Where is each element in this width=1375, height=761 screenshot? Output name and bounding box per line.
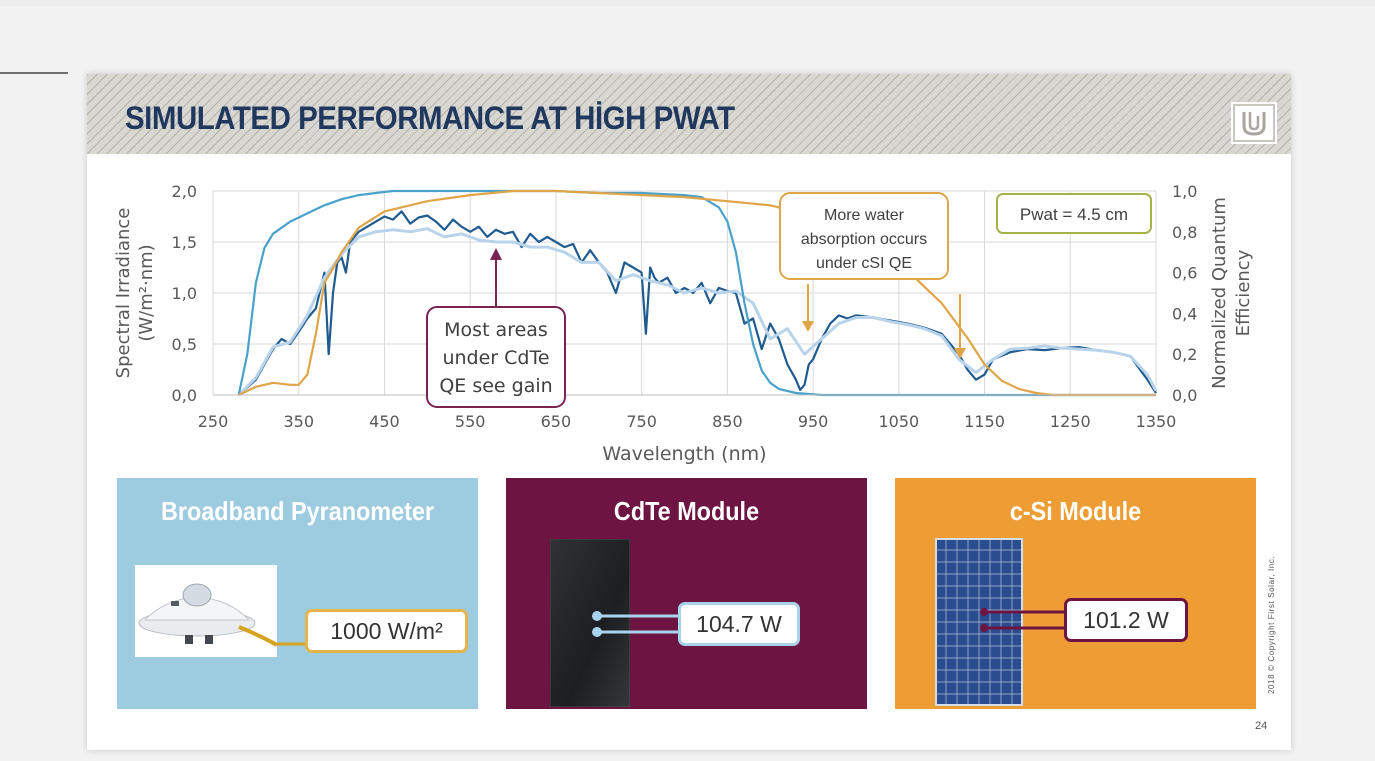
chart-series <box>237 189 1158 397</box>
cdte-module-image <box>550 539 630 707</box>
csi-panel-title: c-Si Module <box>1009 496 1142 526</box>
x-tick-label: 1050 <box>878 412 919 431</box>
y-left-tick-label: 0,5 <box>172 335 197 354</box>
y-right-tick-label: 0,0 <box>1172 386 1197 405</box>
csi-module-image <box>935 538 1023 706</box>
y-left-tick-label: 1,0 <box>172 284 197 303</box>
x-tick-label: 650 <box>541 412 572 431</box>
annotation-text-water: absorption occurs <box>801 231 927 248</box>
cdte-value: 104.7 W <box>678 602 800 646</box>
x-axis-title: Wavelength (nm) <box>602 443 766 465</box>
chart-axes: 250 350 450 550 650 750 850 950 1050 1150 1250 1350… <box>113 182 1254 465</box>
x-tick-label: 550 <box>455 412 486 431</box>
pyranometer-value: 1000 W/m² <box>305 609 468 653</box>
y-left-tick-label: 2,0 <box>172 182 197 201</box>
page-number: 24 <box>1255 720 1268 732</box>
annotation-box-cdte <box>426 306 566 408</box>
annotation-arrowhead-water-2 <box>954 348 966 359</box>
copyright-text: 2018 © Copyright First Solar, Inc. <box>1267 555 1276 694</box>
y-left-tick-label: 1,5 <box>172 233 197 252</box>
y-left-axis-title: Spectral Irradiance (W/m²·nm) <box>113 208 157 379</box>
y-right-axis-title: Normalized Quantum Efficiency <box>1209 197 1254 389</box>
y-left-axis-title-line: Spectral Irradiance <box>113 208 134 379</box>
x-tick-label: 350 <box>283 412 314 431</box>
spectral-chart: 250 350 450 550 650 750 850 950 1050 1150 1250 1350… <box>113 182 1254 465</box>
annotation-text-water: under cSI QE <box>816 255 912 272</box>
x-tick-label: 950 <box>798 412 829 431</box>
cdte-panel: CdTe Module 104.7 W <box>506 478 867 709</box>
annotation-box-pwat <box>996 193 1152 234</box>
chart-annotations: Most areas under CdTe QE see gain More wate… <box>426 192 1152 408</box>
y-left-axis-title-line: (W/m²·nm) <box>136 244 157 341</box>
left-accent-line <box>0 72 68 74</box>
cdte-connector <box>592 611 682 637</box>
y-right-tick-label: 1,0 <box>1172 182 1197 201</box>
annotation-arrowhead-cdte <box>490 248 502 260</box>
x-tick-label: 250 <box>198 412 229 431</box>
annotation-text-cdte: under CdTe <box>442 347 549 369</box>
annotation-text-cdte: QE see gain <box>439 375 552 397</box>
x-tick-label: 450 <box>369 412 400 431</box>
annotation-arrowhead-water-1 <box>802 321 814 332</box>
x-tick-label: 850 <box>712 412 743 431</box>
y-right-tick-label: 0,6 <box>1172 264 1197 283</box>
pyranometer-panel: Broadband Pyranometer 1000 W/m² <box>117 478 478 709</box>
slide-title: SIMULATED PERFORMANCE AT HİGH PWAT <box>125 100 735 136</box>
y-left-tick-label: 0,0 <box>172 386 197 405</box>
y-right-tick-label: 0,4 <box>1172 304 1197 323</box>
slide-header: SIMULATED PERFORMANCE AT HİGH PWAT <box>87 74 1291 154</box>
annotation-box-water <box>779 192 949 280</box>
annotation-text-cdte: Most areas <box>444 319 548 341</box>
csi-panel: c-Si Module 101.2 W <box>895 478 1256 709</box>
annotation-text-water: More water <box>824 207 905 224</box>
slide: SIMULATED PERFORMANCE AT HİGH PWAT 250 35… <box>87 74 1291 750</box>
x-tick-label: 1250 <box>1050 412 1091 431</box>
series-line-0 <box>237 210 1157 396</box>
y-right-tick-label: 0,8 <box>1172 223 1197 242</box>
series-line-3 <box>238 189 1156 397</box>
y-right-axis-title-line: Normalized Quantum <box>1209 197 1230 389</box>
top-strip <box>0 0 1375 6</box>
cdte-panel-title: CdTe Module <box>613 496 760 526</box>
x-tick-label: 1350 <box>1136 412 1177 431</box>
y-right-tick-label: 0,2 <box>1172 345 1197 364</box>
pyranometer-image <box>135 565 277 657</box>
csi-connector <box>980 608 1069 632</box>
csi-value: 101.2 W <box>1064 598 1188 642</box>
y-right-axis-title-line: Efficiency <box>1233 249 1254 336</box>
annotation-text-pwat: Pwat = 4.5 cm <box>1020 205 1128 224</box>
x-tick-label: 1150 <box>964 412 1005 431</box>
pyranometer-panel-title: Broadband Pyranometer <box>160 496 435 526</box>
series-line-1 <box>237 227 1158 397</box>
first-solar-logo-icon <box>1231 102 1277 144</box>
x-tick-label: 750 <box>626 412 657 431</box>
